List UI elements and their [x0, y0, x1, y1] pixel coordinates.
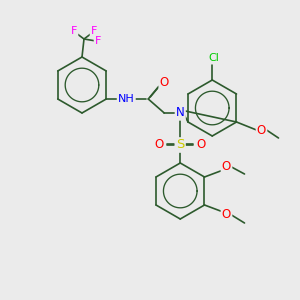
Text: NH: NH: [118, 94, 135, 104]
Text: O: O: [257, 124, 266, 136]
Text: F: F: [95, 36, 101, 46]
Text: O: O: [160, 76, 169, 89]
Text: S: S: [176, 139, 184, 152]
Text: O: O: [154, 139, 164, 152]
Text: O: O: [222, 208, 231, 221]
Text: N: N: [176, 106, 184, 119]
Text: Cl: Cl: [209, 53, 220, 63]
Text: O: O: [196, 139, 206, 152]
Text: F: F: [71, 26, 77, 36]
Text: F: F: [91, 26, 97, 36]
Text: O: O: [222, 160, 231, 173]
